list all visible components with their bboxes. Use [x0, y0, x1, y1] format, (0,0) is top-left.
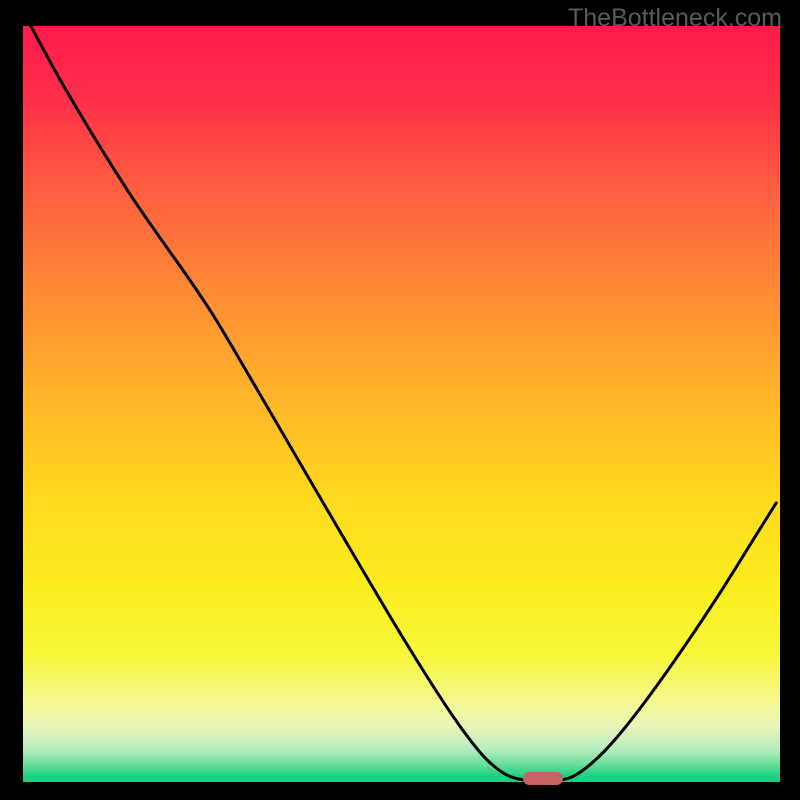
chart-container: TheBottleneck.com [0, 0, 800, 800]
bottleneck-curve [27, 26, 776, 781]
optimum-marker [523, 772, 562, 785]
curve-layer [23, 26, 780, 783]
plot-area [23, 26, 780, 783]
